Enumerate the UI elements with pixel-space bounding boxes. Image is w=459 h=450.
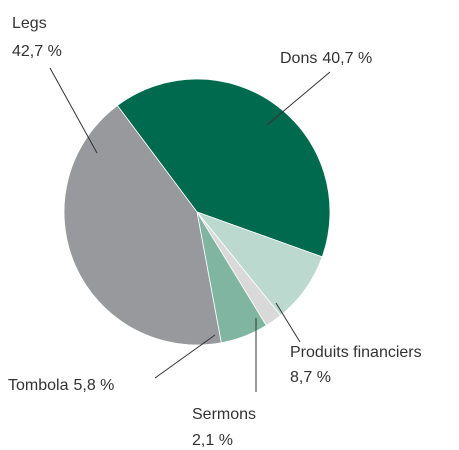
pie-slice <box>63 104 222 346</box>
leader-line <box>275 302 301 343</box>
slice-label: Sermons <box>192 406 256 423</box>
value-label: 8,7 % <box>290 369 331 386</box>
value-label: 40,7 % <box>322 50 372 67</box>
leader-line <box>266 71 331 126</box>
leader-line <box>49 67 98 154</box>
pie-slice <box>116 78 331 258</box>
slice-label: Produits financiers <box>290 344 422 361</box>
slice-label: Tombola <box>8 377 69 394</box>
slice-label: Legs <box>12 15 47 32</box>
slice-label-group: Dons 40,7 % <box>280 50 372 67</box>
labels: Dons 40,7 % Produits financiers 8,7 % Sermon… <box>8 15 422 449</box>
slice-label-group: Tombola 5,8 % <box>8 377 114 394</box>
value-label: 5,8 % <box>73 377 114 394</box>
value-label: 42,7 % <box>12 43 62 60</box>
pie <box>63 78 331 346</box>
value-label: 2,1 % <box>192 432 233 449</box>
leader-line <box>154 334 216 379</box>
slice-label: Dons <box>280 50 317 67</box>
